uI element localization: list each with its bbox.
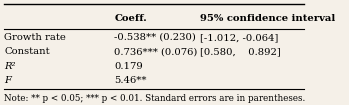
Text: Note: ** p < 0.05; *** p < 0.01. Standard errors are in parentheses.: Note: ** p < 0.05; *** p < 0.01. Standar… <box>5 94 306 103</box>
Text: 5.46**: 5.46** <box>114 76 147 85</box>
Text: [-1.012, -0.064]: [-1.012, -0.064] <box>200 33 279 42</box>
Text: 0.736*** (0.076): 0.736*** (0.076) <box>114 47 198 56</box>
Text: -0.538** (0.230): -0.538** (0.230) <box>114 33 196 42</box>
Text: 0.179: 0.179 <box>114 62 143 71</box>
Text: Growth rate: Growth rate <box>5 33 66 42</box>
Text: [0.580,    0.892]: [0.580, 0.892] <box>200 47 281 56</box>
Text: F: F <box>5 76 12 85</box>
Text: 95% confidence interval: 95% confidence interval <box>200 14 335 23</box>
Text: Coeff.: Coeff. <box>114 14 147 23</box>
Text: Constant: Constant <box>5 47 50 56</box>
Text: R²: R² <box>5 62 16 71</box>
